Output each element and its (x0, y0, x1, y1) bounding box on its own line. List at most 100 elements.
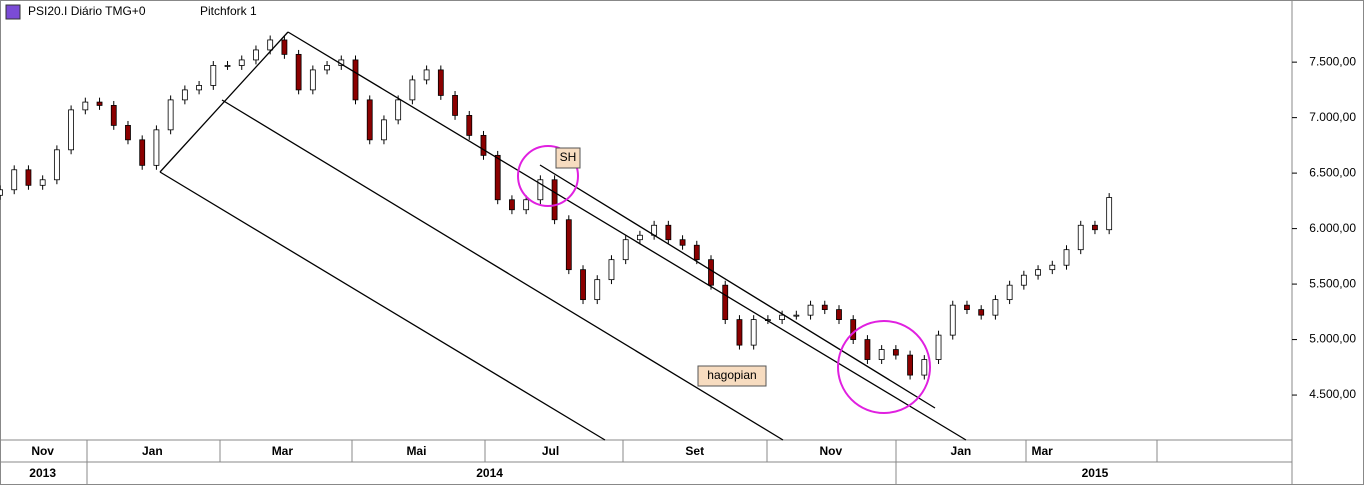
candle-body (1049, 264, 1056, 271)
candle-body (523, 199, 530, 211)
x-tick-label: Mar (272, 444, 294, 458)
candle-body (750, 319, 757, 346)
candle-body (637, 234, 643, 241)
x-tick-label: Nov (31, 444, 54, 458)
annotation-box (697, 365, 767, 387)
candle-body (1106, 197, 1113, 231)
year-label: 2013 (29, 466, 56, 480)
candle-body (480, 134, 487, 156)
candle-body (181, 89, 188, 101)
candle-body (1092, 224, 1098, 231)
candle-body (309, 69, 316, 91)
candle-body (708, 259, 714, 286)
annotation: hagopian (707, 368, 756, 382)
candle-body (1006, 284, 1013, 301)
candle-body (892, 349, 899, 356)
candle-body (267, 39, 274, 51)
symbol-icon (5, 4, 21, 20)
candle-body (437, 69, 444, 96)
candle-body (537, 179, 544, 201)
y-tick-label: 5.000,00 (1309, 332, 1356, 346)
candle-body (295, 53, 302, 91)
candle-body (409, 79, 416, 101)
candle-body (978, 309, 985, 316)
candle-body (352, 59, 359, 101)
candle-body (324, 65, 330, 71)
candle-body (0, 189, 3, 196)
candle-body (381, 119, 387, 141)
candle-body (167, 99, 174, 131)
candle-body (964, 304, 970, 311)
candle-body (935, 334, 942, 360)
candle-body (921, 359, 928, 376)
candle-body (82, 101, 89, 111)
candle-body (210, 65, 217, 86)
candle-body (494, 154, 501, 201)
y-tick-label: 7.000,00 (1309, 110, 1356, 124)
candle-body (807, 304, 814, 316)
candle-body (949, 304, 956, 336)
candle-body (878, 349, 885, 360)
candle-body (96, 101, 103, 106)
candle-body (39, 179, 46, 186)
candle-body (366, 99, 373, 141)
candle-body (693, 244, 700, 261)
candle-body (281, 39, 288, 55)
candle-body (551, 179, 558, 221)
candle-body (395, 99, 402, 121)
x-tick-label: Jan (142, 444, 163, 458)
candle-body (679, 239, 686, 246)
candle-body (821, 304, 828, 311)
y-tick-label: 6.500,00 (1309, 165, 1356, 179)
x-tick-label: Mai (406, 444, 426, 458)
highlight-circle (517, 145, 579, 207)
candle-body (153, 129, 160, 166)
candle-body (53, 149, 60, 181)
y-tick-label: 7.500,00 (1309, 54, 1356, 68)
y-tick-label: 5.500,00 (1309, 276, 1356, 290)
candle-body (139, 139, 146, 166)
y-tick-label: 6.000,00 (1309, 221, 1356, 235)
candle-body (238, 59, 245, 66)
candle-body (25, 169, 32, 186)
candle-body (907, 354, 913, 376)
month-dividers (86, 440, 1158, 485)
candle-body (125, 124, 131, 141)
x-tick-label: Set (685, 444, 704, 458)
candle-body (736, 319, 743, 346)
candle-body (1063, 249, 1070, 266)
year-label: 2014 (476, 466, 503, 480)
candle-body (452, 95, 458, 116)
highlight-circle (837, 320, 931, 414)
plot-area (0, 35, 1113, 380)
pitchfork (159, 31, 967, 441)
candle-body (11, 169, 18, 191)
candle-body (992, 299, 999, 316)
candle-body (779, 314, 786, 320)
study-name: Pitchfork 1 (200, 4, 257, 18)
candle-body (594, 279, 601, 301)
candle-body (466, 115, 473, 136)
annotation: SH (560, 150, 577, 164)
candle-body (253, 49, 259, 61)
candle-body (850, 319, 857, 340)
year-label: 2015 (1082, 466, 1109, 480)
x-tick-label: Nov (820, 444, 843, 458)
candle-body (565, 219, 572, 271)
x-tick-label: Mar (1031, 444, 1053, 458)
x-tick-label: Jul (542, 444, 559, 458)
candle-body (196, 85, 202, 91)
candle-body (608, 259, 615, 281)
annotation-box (555, 147, 581, 169)
candle-body (836, 309, 842, 320)
candle-body (622, 239, 629, 261)
symbol: PSI20.I Diário TMG+0 (28, 4, 146, 18)
candle-body (110, 105, 117, 126)
candle-body (509, 199, 515, 211)
candle-body (1020, 274, 1027, 286)
candle-body (224, 65, 231, 67)
candle-body (864, 339, 871, 360)
candle-body (580, 269, 586, 301)
candle-body (793, 314, 800, 317)
